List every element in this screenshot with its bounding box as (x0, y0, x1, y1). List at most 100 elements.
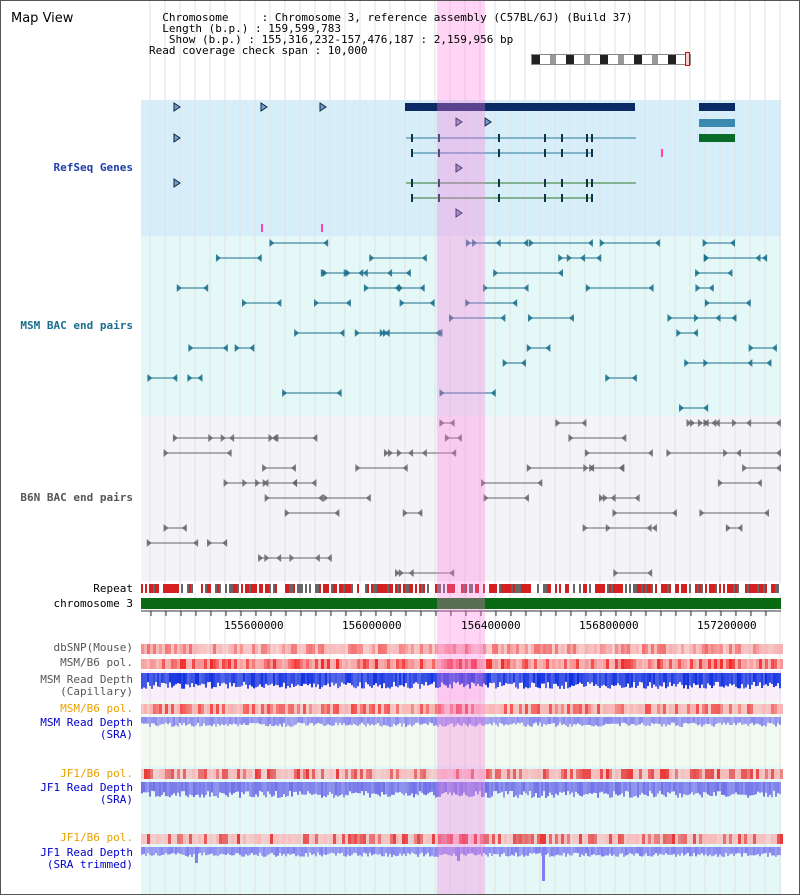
jf1-depth-trim-bar (579, 847, 581, 857)
dbsnp-cell (456, 644, 459, 654)
jf1-depth-trim-bar (199, 847, 201, 853)
jf1-depth-trim-bar (297, 847, 299, 856)
msm-pol-sra-cell (459, 704, 462, 714)
msm-pol-sra-cell (765, 704, 768, 714)
msm-pol-cell (639, 659, 642, 669)
jf1-depth-trim-bar (249, 847, 251, 855)
repeat-segment (609, 584, 611, 593)
msm-pol-sra-cell (177, 704, 180, 714)
msm-depth-sra-bar (655, 717, 657, 724)
msm-pol-sra-cell (399, 704, 402, 714)
msm-pol-sra-cell (279, 704, 282, 714)
msm-depth-sra-bar (667, 717, 669, 725)
repeat-segment (649, 584, 651, 593)
jf1-depth-sra-bar (211, 782, 213, 793)
msm-pol-cell (615, 659, 618, 669)
msm-pol-cell (492, 659, 495, 669)
jf1-depth-trim-bar (401, 847, 403, 856)
msm-depth-cap-bar (451, 673, 453, 689)
jf1-pol2-cell (498, 834, 501, 844)
msm-pol-cell (519, 659, 522, 669)
jf1-depth-trim-bar (737, 847, 739, 853)
msm-depth-sra-bar (725, 717, 727, 725)
jf1-depth-trim-bar (181, 847, 183, 855)
msm-depth-cap-bar (431, 673, 433, 684)
msm-depth-cap-bar (767, 673, 769, 687)
jf1-depth-trim-bar (233, 847, 235, 856)
jf1-pol-cell (630, 769, 633, 779)
jf1-depth-sra-bar (623, 782, 625, 797)
repeat-segment (215, 584, 217, 593)
msm-pol-sra-cell (543, 704, 546, 714)
msm-pol-cell (510, 659, 513, 669)
jf1-depth-sra-bar (329, 782, 331, 792)
msm-depth-sra-bar (341, 717, 343, 726)
jf1-depth-trim-bar (683, 847, 685, 856)
jf1-pol2-cell (642, 834, 645, 844)
msm-depth-sra-bar (447, 717, 449, 726)
chromosome-ideogram[interactable] (531, 54, 691, 65)
jf1-depth-sra-bar (213, 782, 215, 797)
repeat-segment (443, 584, 445, 593)
msm-bac-end (715, 314, 721, 322)
jf1-depth-trim-bar (235, 847, 237, 854)
b6n-bac-end (355, 464, 361, 472)
selected-region-highlight[interactable] (437, 1, 485, 894)
msm-pol-sra-cell (180, 704, 183, 714)
jf1-pol2-cell (504, 834, 507, 844)
jf1-depth-sra-bar (355, 782, 357, 793)
jf1-pol2-cell (315, 834, 318, 844)
jf1-depth-sra-bar (743, 782, 745, 795)
jf1-pol-cell (228, 769, 231, 779)
jf1-pol-cell (420, 769, 423, 779)
msm-pol-sra-cell (456, 704, 459, 714)
jf1-pol-cell (726, 769, 729, 779)
dbsnp-cell (225, 644, 228, 654)
repeat-segment (617, 584, 619, 593)
jf1-depth-sra-bar (367, 782, 369, 794)
jf1-depth-sra-bar (259, 782, 261, 791)
msm-depth-sra-bar (289, 717, 291, 727)
dbsnp-cell (375, 644, 378, 654)
jf1-pol2-cell (255, 834, 258, 844)
jf1-depth-trim-bar (155, 847, 157, 854)
jf1-depth-trim-bar (779, 847, 781, 856)
repeat-segment (401, 584, 403, 593)
jf1-depth-sra-sub: (SRA) (99, 793, 133, 806)
repeat-segment (307, 584, 309, 593)
repeat-segment (143, 584, 145, 593)
jf1-depth-trim-bar (363, 847, 365, 853)
jf1-depth-sra-bar (185, 782, 187, 796)
msm-depth-cap-bar (395, 673, 397, 687)
jf1-pol-cell (576, 769, 579, 779)
msm-depth-cap-bar (383, 673, 385, 684)
jf1-pol-cell (582, 769, 585, 779)
jf1-depth-sra-bar (419, 782, 421, 792)
jf1-pol2-cell (711, 834, 714, 844)
jf1-depth-sra-bar (399, 782, 401, 792)
jf1-depth-sra-bar (145, 782, 147, 793)
msm-pol-cell (195, 659, 198, 669)
repeat-segment (469, 584, 471, 593)
dbsnp-cell (774, 644, 777, 654)
jf1-depth-sra-bar (277, 782, 279, 798)
msm-depth-sra-bar (653, 717, 655, 725)
jf1-depth-sra-bar (605, 782, 607, 794)
jf1-pol2-cell (477, 834, 480, 844)
msm-pol-sra-cell (201, 704, 204, 714)
jf1-pol2-cell (408, 834, 411, 844)
dbsnp-cell (768, 644, 771, 654)
msm-depth-cap-bar (443, 673, 445, 685)
jf1-depth-sra-bar (479, 782, 481, 792)
b6n-bac-end (610, 494, 616, 502)
repeat-segment (553, 584, 555, 593)
jf1-depth-sra-bar (411, 782, 413, 794)
msm-depth-sra-bar (469, 717, 471, 724)
msm-depth-cap-bar (625, 673, 627, 687)
msm-depth-cap-bar (577, 673, 579, 685)
msm-depth-cap-bar (579, 673, 581, 683)
msm-pol-cell (393, 659, 396, 669)
msm-pol-cell (690, 659, 693, 669)
jf1-pol-cell (369, 769, 372, 779)
repeat-segment (643, 584, 645, 593)
